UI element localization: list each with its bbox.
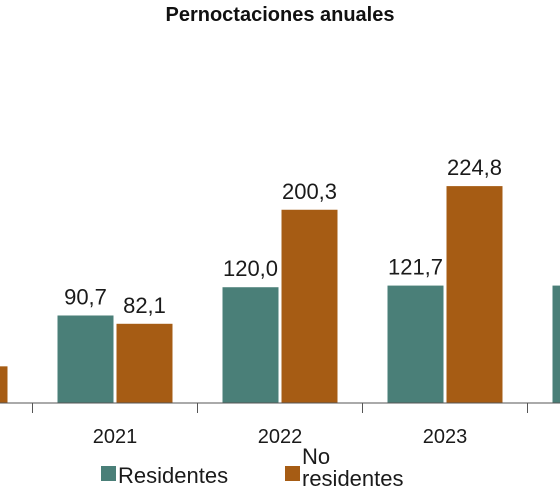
x-tick-label-2022: 2022 [258, 426, 303, 448]
data-label-residentes-2022: 120,0 [223, 256, 278, 281]
bar-residentes-2022 [222, 287, 279, 403]
bar-no-residentes-2021 [116, 323, 173, 403]
bar-residentes-2023 [387, 285, 444, 403]
chart-title: Pernoctaciones anuales [165, 4, 395, 26]
bar-residentes-2021 [57, 315, 114, 403]
x-axis: 2021 2022 2023 [0, 402, 560, 448]
data-label-residentes-2023: 121,7 [388, 255, 443, 280]
legend-label-line: Residentes [118, 463, 228, 488]
x-tick-label-2021: 2021 [93, 426, 138, 448]
legend: Residentes No residentes [101, 444, 404, 491]
bar-residentes-2024 [552, 285, 560, 403]
data-label-no-residentes-2021: 82,1 [123, 293, 166, 318]
x-tick-label-2023: 2023 [423, 426, 468, 448]
data-label-no-residentes-2022: 200,3 [282, 179, 337, 204]
legend-swatch-1 [285, 466, 300, 481]
data-label-residentes-2021: 90,7 [64, 284, 107, 309]
legend-label-1: No residentes [302, 444, 404, 491]
bars-layer [0, 186, 560, 403]
bar-no-residentes-2022 [281, 209, 338, 403]
bar-no-residentes-2023 [446, 186, 503, 403]
legend-label-line: residentes [302, 466, 404, 491]
legend-label-line: No [302, 444, 330, 469]
bar-no-residentes-2020 [0, 366, 8, 403]
legend-swatch-0 [101, 466, 116, 481]
legend-label-0: Residentes [118, 463, 228, 488]
data-label-no-residentes-2023: 224,8 [447, 155, 502, 180]
